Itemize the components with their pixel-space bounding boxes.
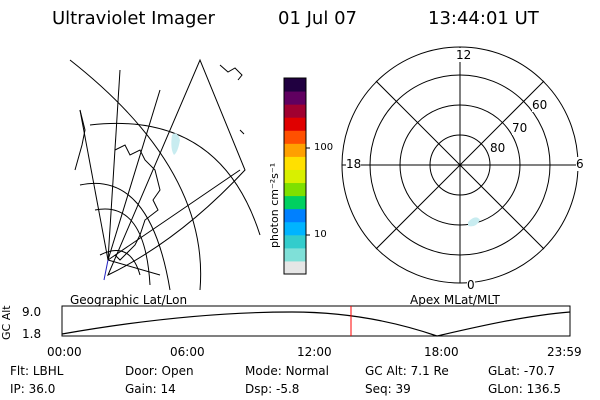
observation-time: 13:44:01 UT xyxy=(428,8,539,29)
colorbar-unit-label: photon cm⁻²s⁻¹ xyxy=(268,162,281,248)
colorbar-cell xyxy=(284,78,306,92)
alt-xtick-2: 12:00 xyxy=(297,345,332,359)
polar-plot xyxy=(341,46,579,284)
info-gc-alt: GC Alt: 7.1 Re xyxy=(365,364,449,378)
colorbar-cell xyxy=(284,208,306,223)
colorbar-cell xyxy=(284,169,306,184)
alt-ytick-9: 9.0 xyxy=(22,305,42,319)
right-panel-caption: Apex MLat/MLT xyxy=(410,293,500,307)
info-glat: GLat: -70.7 xyxy=(488,364,555,378)
info-flt: Flt: LBHL xyxy=(10,364,64,378)
left-panel-caption: Geographic Lat/Lon xyxy=(70,293,188,307)
colorbar-cell xyxy=(284,234,306,249)
alt-xtick-3: 18:00 xyxy=(424,345,459,359)
coastline xyxy=(219,64,243,81)
colorbar-cell xyxy=(284,104,306,118)
aurora-patch xyxy=(468,217,480,227)
meridian xyxy=(79,109,109,261)
meridian xyxy=(107,69,121,261)
mlt-label-6: 6 xyxy=(576,157,584,171)
alt-xtick-4: 23:59 xyxy=(547,345,582,359)
lat-arc xyxy=(89,122,261,236)
info-mode: Mode: Normal xyxy=(245,364,329,378)
coastline xyxy=(114,144,161,261)
colorbar xyxy=(283,77,310,275)
lat-arc xyxy=(69,59,202,291)
lat-arc xyxy=(79,182,171,291)
info-gain: Gain: 14 xyxy=(125,382,176,396)
mlt-label-0: 0 xyxy=(467,278,475,292)
instrument-title: Ultraviolet Imager xyxy=(52,8,215,29)
alt-ytick-1-8: 1.8 xyxy=(22,327,42,341)
meridian-diag xyxy=(375,80,545,250)
info-seq: Seq: 39 xyxy=(365,382,411,396)
info-dsp: Dsp: -5.8 xyxy=(245,382,300,396)
colorbar-cell xyxy=(284,117,306,131)
info-ip: IP: 36.0 xyxy=(10,382,56,396)
alt-xtick-0: 00:00 xyxy=(47,345,82,359)
colorbar-cells xyxy=(284,78,306,275)
colorbar-cell xyxy=(284,156,306,170)
geographic-map xyxy=(69,58,261,291)
lat-label-80: 80 xyxy=(490,141,506,155)
colorbar-cell xyxy=(284,91,306,105)
meridian xyxy=(107,89,161,261)
colorbar-cell xyxy=(284,260,306,275)
info-glon: GLon: 136.5 xyxy=(488,382,561,396)
altitude-plot xyxy=(61,305,571,337)
lat-arc xyxy=(99,250,141,276)
colorbar-cell xyxy=(284,182,306,197)
colorbar-cell xyxy=(284,247,306,262)
mlt-label-18: 18 xyxy=(346,157,362,171)
colorbar-cell xyxy=(284,221,306,236)
colorbar-cell xyxy=(284,130,306,144)
mlt-label-12: 12 xyxy=(456,48,472,62)
alt-ylabel: GC Alt xyxy=(0,305,13,340)
observation-date: 01 Jul 07 xyxy=(278,8,357,29)
map-boundary xyxy=(107,58,246,277)
info-door: Door: Open xyxy=(125,364,194,378)
colorbar-tick-10: 10 xyxy=(314,229,327,240)
coastline xyxy=(74,109,86,171)
colorbar-tick-100: 100 xyxy=(314,142,334,153)
lat-arc xyxy=(94,208,151,286)
spacecraft-line xyxy=(103,259,109,281)
meridian xyxy=(107,259,161,276)
colorbar-cell xyxy=(284,195,306,210)
coastline xyxy=(239,129,245,135)
aurora-patch xyxy=(171,133,180,155)
altitude-curve xyxy=(61,311,571,337)
meridian xyxy=(107,169,241,261)
alt-xtick-1: 06:00 xyxy=(170,345,205,359)
colorbar-cell xyxy=(284,143,306,157)
lat-label-60: 60 xyxy=(532,98,548,112)
lat-label-70: 70 xyxy=(512,121,528,135)
